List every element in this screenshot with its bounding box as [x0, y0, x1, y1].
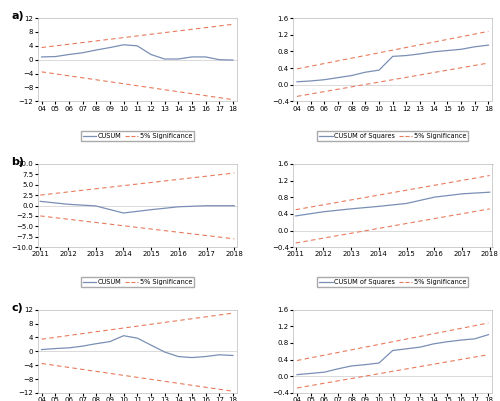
Legend: CUSUM of Squares, 5% Significance: CUSUM of Squares, 5% Significance	[318, 131, 468, 141]
Legend: CUSUM, 5% Significance: CUSUM, 5% Significance	[80, 277, 194, 287]
Legend: CUSUM, 5% Significance: CUSUM, 5% Significance	[80, 131, 194, 141]
Text: b): b)	[12, 157, 24, 167]
Legend: CUSUM of Squares, 5% Significance: CUSUM of Squares, 5% Significance	[318, 277, 468, 287]
Text: a): a)	[12, 11, 24, 21]
Text: c): c)	[12, 303, 24, 313]
